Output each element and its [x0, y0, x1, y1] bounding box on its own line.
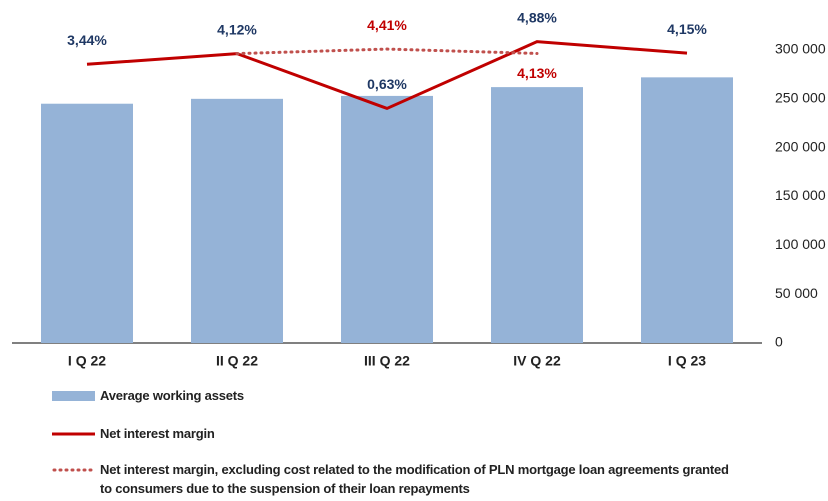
- y-tick-label: 300 000: [775, 41, 826, 57]
- bar: [191, 98, 283, 343]
- x-tick-label: I Q 22: [68, 353, 106, 369]
- data-label: 0,63%: [367, 76, 407, 92]
- bar: [41, 103, 133, 343]
- y-tick-label: 50 000: [775, 285, 818, 301]
- x-tick-label: I Q 23: [668, 353, 706, 369]
- legend-swatch: [52, 391, 95, 401]
- bar: [641, 77, 733, 343]
- data-label: 4,41%: [367, 17, 407, 33]
- legend-label: Net interest margin: [100, 426, 215, 441]
- legend-label: Average working assets: [100, 388, 244, 403]
- y-tick-label: 250 000: [775, 90, 826, 106]
- data-label: 4,15%: [667, 21, 707, 37]
- bar: [341, 95, 433, 343]
- y-tick-label: 150 000: [775, 187, 826, 203]
- line: [235, 47, 539, 56]
- x-tick-label: IV Q 22: [513, 353, 561, 369]
- data-label: 4,12%: [217, 21, 257, 37]
- y-tick-label: 100 000: [775, 236, 826, 252]
- y-tick-label: 200 000: [775, 138, 826, 154]
- x-tick-label: II Q 22: [216, 353, 258, 369]
- x-tick-label: III Q 22: [364, 353, 410, 369]
- y-tick-label: 0: [775, 334, 783, 350]
- data-label: 3,44%: [67, 32, 107, 48]
- line: [86, 40, 688, 111]
- bar: [491, 87, 583, 343]
- legend-label: Net interest margin, excluding cost rela…: [100, 462, 729, 496]
- data-label: 4,13%: [517, 65, 557, 81]
- data-label: 4,88%: [517, 9, 557, 25]
